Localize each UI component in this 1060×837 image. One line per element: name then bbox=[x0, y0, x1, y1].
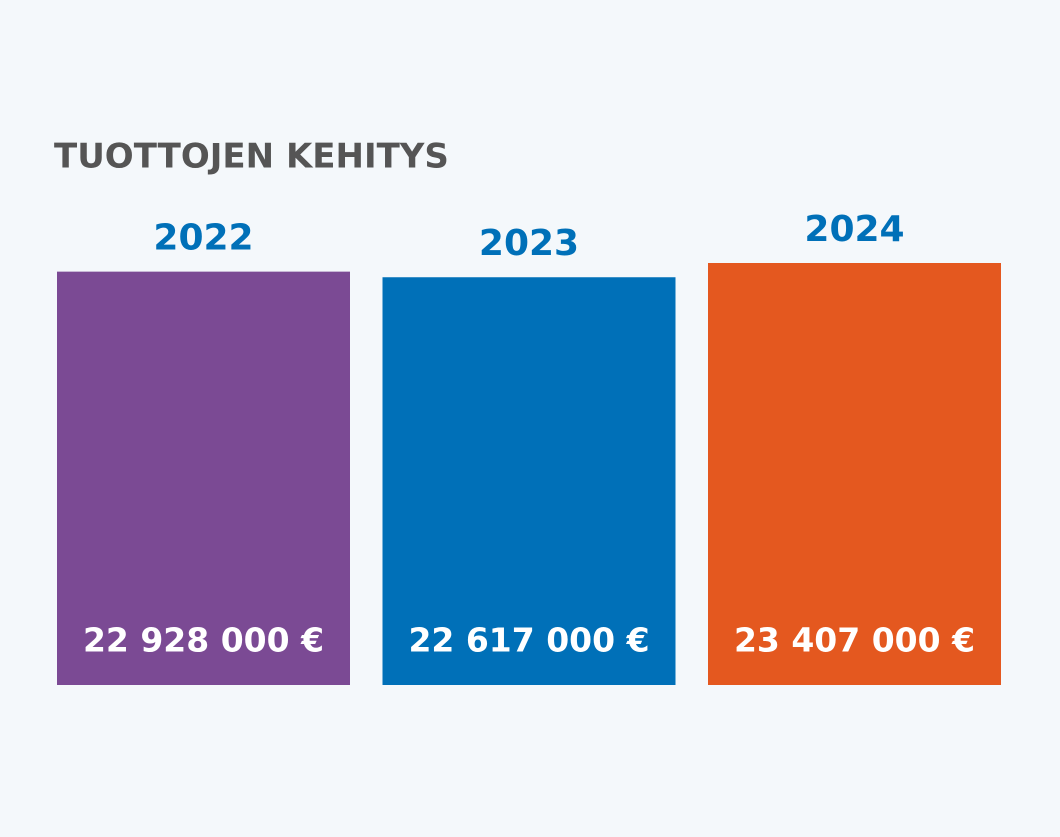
value-label: 23 407 000 € bbox=[734, 621, 975, 660]
value-label: 22 928 000 € bbox=[83, 621, 324, 660]
value-label: 22 617 000 € bbox=[408, 621, 649, 660]
bar bbox=[708, 263, 1001, 685]
category-label: 2022 bbox=[153, 218, 253, 259]
bar bbox=[382, 277, 676, 685]
category-label: 2024 bbox=[804, 209, 904, 250]
category-label: 2023 bbox=[479, 223, 579, 264]
chart-title: TUOTTOJEN KEHITYS bbox=[54, 137, 449, 177]
bar bbox=[57, 271, 350, 685]
